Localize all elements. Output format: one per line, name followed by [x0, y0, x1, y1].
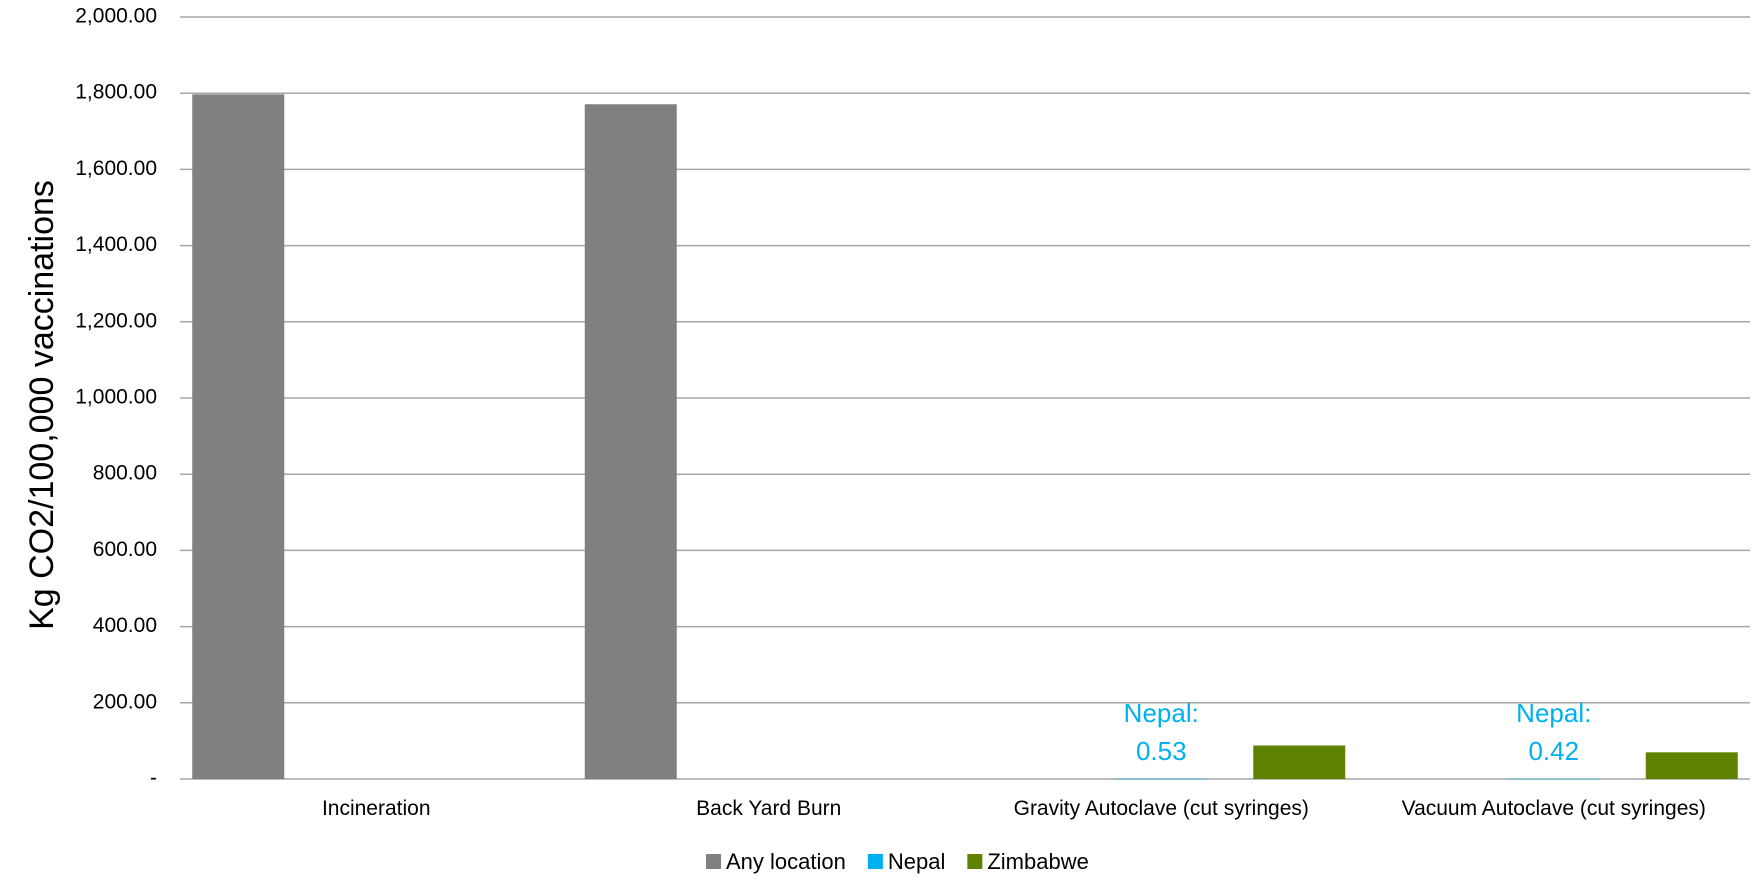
- bar-nepal: [1115, 778, 1208, 780]
- annotation-nepal-value: Nepal:: [1124, 698, 1199, 728]
- y-tick-label: 1,400.00: [75, 233, 157, 256]
- legend-swatch: [967, 854, 983, 869]
- y-tick-label: 1,000.00: [75, 386, 157, 409]
- x-category-label: Vacuum Autoclave (cut syringes): [1402, 797, 1706, 820]
- bar-any-location: [192, 94, 285, 779]
- x-axis-category-labels: Incineration Back Yard Burn Gravity Autocl…: [322, 797, 1706, 820]
- bars: [192, 94, 1738, 780]
- annotation-nepal-value: Nepal:: [1516, 698, 1591, 728]
- y-tick-label: -: [150, 767, 157, 790]
- legend-label: Any location: [726, 849, 846, 874]
- x-category-label: Gravity Autoclave (cut syringes): [1014, 797, 1309, 820]
- legend-label: Zimbabwe: [987, 849, 1088, 874]
- y-axis-label: Kg CO2/100,000 vaccinations: [23, 180, 61, 630]
- y-tick-label: 1,800.00: [75, 81, 157, 104]
- bar-nepal: [1507, 778, 1600, 780]
- legend: Any location Nepal Zimbabwe: [706, 849, 1089, 874]
- legend-swatch: [867, 854, 883, 869]
- y-tick-label: 1,200.00: [75, 309, 157, 332]
- y-tick-label: 1,600.00: [75, 157, 157, 180]
- bar-any-location: [584, 104, 677, 779]
- y-tick-label: 600.00: [93, 538, 157, 561]
- annotation-nepal-value: 0.53: [1136, 736, 1187, 766]
- annotations: Nepal: 0.53 Nepal: 0.42: [1124, 698, 1592, 766]
- y-tick-label: 400.00: [93, 614, 157, 637]
- y-axis-tick-labels: - 200.00 400.00 600.00 800.00 1,000.00 1,200.0…: [75, 5, 157, 790]
- legend-swatch: [706, 854, 721, 869]
- bar-zimbabwe: [1645, 752, 1738, 779]
- y-tick-label: 2,000.00: [75, 5, 157, 28]
- annotation-nepal-value: 0.42: [1528, 736, 1579, 766]
- x-category-label: Incineration: [322, 797, 431, 820]
- x-category-label: Back Yard Burn: [696, 797, 841, 820]
- grid-lines: [180, 16, 1750, 780]
- y-tick-label: 200.00: [93, 690, 157, 713]
- y-tick-label: 800.00: [93, 462, 157, 485]
- legend-label: Nepal: [888, 849, 945, 874]
- bar-zimbabwe: [1253, 745, 1346, 779]
